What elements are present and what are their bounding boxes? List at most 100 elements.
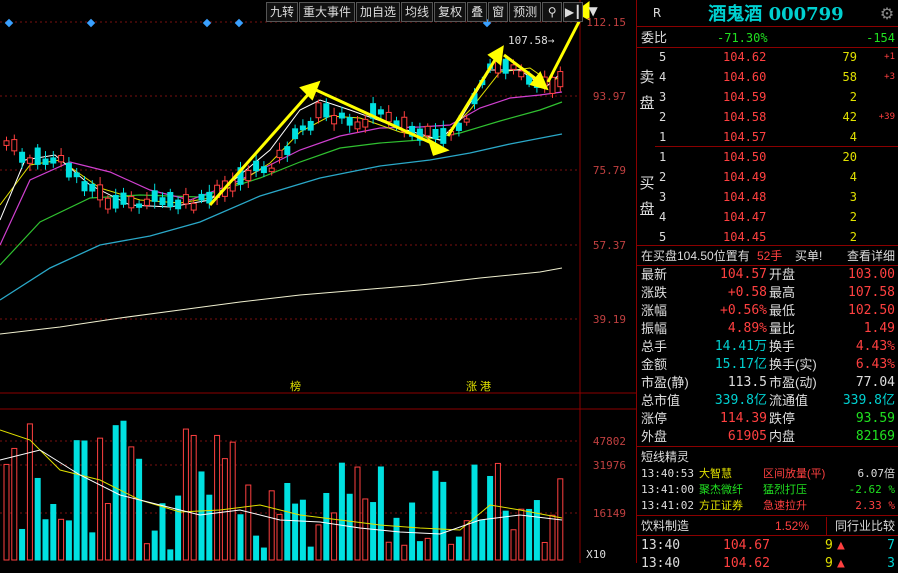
candle-body [315, 102, 322, 119]
candle-body [268, 167, 275, 173]
ask-volume: 4 [849, 130, 857, 144]
moving-average-button[interactable]: 均线 [401, 2, 434, 22]
ask-change: +1 [884, 52, 895, 62]
ask-volume: 42 [842, 110, 857, 124]
volume-bar [549, 514, 556, 561]
volume-bar [284, 482, 291, 561]
candle-body [34, 147, 41, 165]
candle-body [354, 121, 361, 130]
short-line-elf-title[interactable]: 短线精灵 [641, 450, 690, 464]
bid-level: 2 [659, 170, 667, 184]
kline-chart[interactable] [0, 0, 636, 563]
quote-value: 14.41万 [714, 339, 767, 354]
overlay-button[interactable]: 叠 [467, 2, 488, 22]
view-detail-link[interactable]: 查看详细 [846, 249, 895, 263]
ask-row[interactable]: 4 104.60 58 +3 [637, 68, 898, 86]
quote-label: 内盘 [769, 429, 796, 444]
skip-end-icon[interactable]: ▶┃ [563, 2, 584, 22]
volume-bar [463, 520, 470, 561]
industry-row[interactable]: 饮料制造 1.52% 同行业比较 [637, 517, 898, 535]
candle-body [370, 103, 377, 119]
candle-body [260, 166, 267, 174]
dropdown-icon[interactable]: ▼ [588, 4, 598, 18]
add-watchlist-button[interactable]: 加自选 [356, 2, 401, 22]
quote-value: 82169 [855, 429, 895, 444]
candle-body [128, 196, 135, 209]
elf-item[interactable]: 13:41:00 聚杰微纤 猛烈打压 -2.62 % [637, 482, 898, 498]
bid-row[interactable]: 5 104.45 2 [637, 228, 898, 246]
volume-bar [97, 437, 104, 561]
volume-bar [432, 470, 439, 561]
volume-bar [190, 434, 197, 561]
r-badge[interactable]: R [652, 6, 662, 20]
volume-ma-white [0, 449, 563, 535]
candle-body [440, 128, 447, 144]
bid-row[interactable]: 3 104.48 3 [637, 188, 898, 206]
candle-body [151, 190, 158, 202]
bid-volume: 2 [849, 210, 857, 224]
lock-icon[interactable]: ⚲ [542, 2, 563, 22]
candle-body [206, 191, 213, 204]
forecast-button[interactable]: 预测 [509, 2, 542, 22]
event-tag[interactable]: 涨 [466, 380, 477, 393]
commission-ratio: -71.30% [717, 31, 768, 45]
quote-value: +0.56% [720, 303, 767, 318]
tick-row: 13:40 104.67 9 ▲ 7 [637, 537, 898, 555]
quote-row: 涨停 114.39 跌停 93.59 [637, 410, 898, 428]
bid-row[interactable]: 1 104.50 20 [637, 148, 898, 166]
candle-body [307, 120, 314, 131]
nine-turn-button[interactable]: 九转 [266, 2, 299, 22]
price-axis-label: 112.15 [586, 16, 626, 29]
bid-row[interactable]: 4 104.47 2 [637, 208, 898, 226]
quote-value: 339.8亿 [714, 393, 767, 408]
candle-body [549, 76, 556, 94]
elf-item[interactable]: 13:40:53 大智慧 区间放量(平) 6.07倍 [637, 466, 898, 482]
ma-line-white [0, 267, 563, 335]
bid-volume: 3 [849, 190, 857, 204]
candle-body [455, 122, 462, 131]
bid-level: 4 [659, 210, 667, 224]
adjust-rights-button[interactable]: 复权 [434, 2, 467, 22]
quote-value: 113.5 [727, 375, 767, 390]
quote-value: 6.43% [855, 357, 895, 372]
volume-bar [393, 517, 400, 561]
gear-icon[interactable]: ⚙ [879, 3, 895, 23]
event-tag[interactable]: 榜 [290, 380, 301, 393]
quote-label: 涨停 [641, 411, 668, 426]
major-events-button[interactable]: 重大事件 [299, 2, 356, 22]
ask-row[interactable]: 3 104.59 2 [637, 88, 898, 106]
elf-item[interactable]: 13:41:02 方正证券 急速拉升 2.33 % [637, 498, 898, 514]
ma-line-white-short [0, 69, 563, 221]
ask-row[interactable]: 1 104.57 4 [637, 128, 898, 146]
candle-body [237, 167, 244, 185]
volume-bar [104, 503, 111, 561]
bid-price: 104.48 [723, 190, 767, 204]
volume-bar [448, 543, 455, 561]
ask-row[interactable]: 5 104.62 79 +1 [637, 48, 898, 66]
kline-chart-area[interactable]: 九转 重大事件 加自选 均线 复权 叠 窗 预测 ⚲ ▶┃ ▼ 112.15 9… [0, 0, 636, 563]
candle-body [159, 197, 166, 206]
quote-label: 最高 [769, 285, 796, 300]
ask-volume: 79 [842, 50, 857, 64]
quote-label: 总手 [641, 339, 668, 354]
quote-row: 金额 15.17亿 换手(实) 6.43% [637, 356, 898, 374]
volume-bar [143, 543, 150, 561]
bid-volume: 4 [849, 170, 857, 184]
quote-row: 涨幅 +0.56% 最低 102.50 [637, 302, 898, 320]
ask-row[interactable]: 2 104.58 42 +39 [637, 108, 898, 126]
quote-label: 最低 [769, 303, 796, 318]
volume-bar [245, 484, 252, 561]
order-notice[interactable]: 在买盘104.50位置有 52手 买单! 查看详细 [641, 249, 895, 263]
event-tag[interactable]: 港 [480, 380, 491, 393]
quote-label: 金额 [641, 357, 668, 372]
volume-bar [510, 529, 517, 561]
quote-value: 4.89% [727, 321, 767, 336]
commission-ratio-row: 委比 -71.30% -154 [637, 29, 898, 47]
volume-bar [34, 477, 41, 561]
window-button[interactable]: 窗 [488, 2, 509, 22]
bid-row[interactable]: 2 104.49 4 [637, 168, 898, 186]
volume-bar [136, 458, 143, 561]
industry-compare-button[interactable]: 同行业比较 [825, 517, 895, 535]
ask-level: 5 [659, 50, 667, 64]
elf-event: 区间放量(平) [763, 468, 826, 480]
